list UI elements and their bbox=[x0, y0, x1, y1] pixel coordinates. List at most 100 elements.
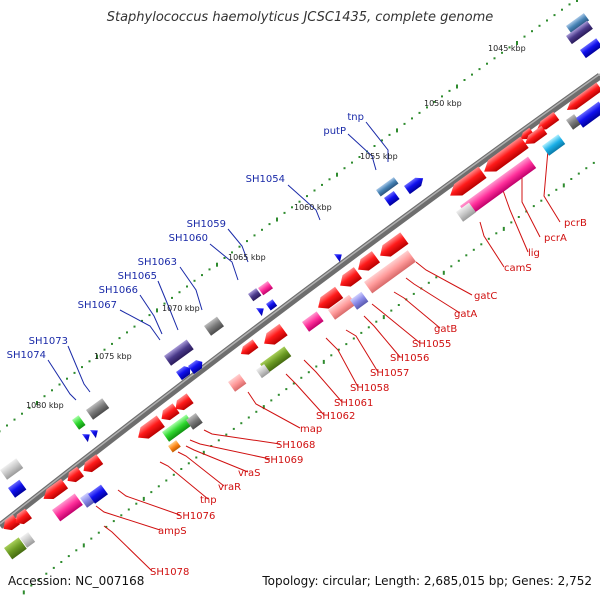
tick-mark bbox=[262, 405, 265, 410]
gene-labels-minus: pcrB pcrA lig camS gatC gatA gatB SH1055… bbox=[150, 218, 587, 578]
gene-label-gatC: gatC bbox=[474, 291, 497, 302]
tick-mark bbox=[60, 561, 63, 563]
tick-mark bbox=[532, 205, 535, 208]
tick-mark bbox=[553, 14, 556, 17]
gene-label-putP: putP bbox=[323, 126, 346, 137]
tick-mark bbox=[442, 270, 445, 275]
tick-mark bbox=[21, 412, 23, 415]
tick-mark bbox=[307, 371, 310, 374]
tick-mark bbox=[531, 30, 533, 33]
tick-mark bbox=[28, 406, 31, 409]
tick-mark bbox=[133, 325, 136, 328]
kbp-label: 1050 kbp bbox=[424, 99, 462, 108]
tick-mark bbox=[37, 578, 40, 581]
tick-mark bbox=[45, 572, 48, 575]
tick-mark bbox=[568, 3, 571, 6]
tick-mark bbox=[201, 274, 203, 277]
tick-mark bbox=[268, 223, 271, 226]
tick-mark bbox=[427, 281, 430, 284]
kbp-label: 1045 kbp bbox=[488, 44, 526, 53]
tick-mark bbox=[516, 41, 518, 45]
tick-mark bbox=[465, 254, 468, 257]
gene-label-pcrA: pcrA bbox=[544, 233, 567, 244]
tick-mark bbox=[105, 525, 108, 528]
tick-mark bbox=[88, 360, 91, 363]
tick-mark bbox=[52, 566, 55, 569]
tick-mark bbox=[22, 590, 25, 595]
topology-summary: Topology: circular; Length: 2,685,015 bp… bbox=[262, 574, 592, 588]
tick-mark bbox=[193, 279, 196, 282]
gene-label-gatB: gatB bbox=[434, 324, 457, 335]
tick-mark bbox=[517, 216, 520, 218]
tick-mark bbox=[351, 161, 353, 164]
tick-mark bbox=[291, 206, 293, 209]
gene-label-vraR: vraR bbox=[218, 482, 241, 493]
tick-mark bbox=[487, 237, 490, 240]
gene-label-lig: lig bbox=[528, 248, 540, 259]
tick-mark bbox=[313, 189, 316, 192]
gene-label-sh1066: SH1066 bbox=[99, 285, 138, 296]
tick-mark bbox=[300, 376, 303, 379]
tick-mark bbox=[285, 388, 288, 391]
tick-mark bbox=[246, 240, 248, 243]
gene-label-sh1061: SH1061 bbox=[334, 398, 373, 409]
tick-mark bbox=[508, 46, 511, 49]
tick-mark bbox=[321, 183, 323, 186]
tick-mark bbox=[585, 167, 588, 170]
tick-mark bbox=[328, 178, 331, 181]
kbp-label: 1060 kbp bbox=[294, 203, 332, 212]
tick-mark bbox=[225, 433, 228, 436]
tick-mark bbox=[463, 79, 466, 81]
tick-mark bbox=[111, 342, 113, 345]
tick-mark bbox=[480, 243, 483, 246]
leader-lines-minus bbox=[95, 149, 561, 572]
tick-mark bbox=[373, 145, 376, 147]
tick-mark bbox=[13, 418, 16, 421]
tick-mark bbox=[270, 399, 273, 402]
tick-mark bbox=[208, 268, 211, 271]
gene-label-sh1076: SH1076 bbox=[176, 511, 215, 522]
accession-text: Accession: NC_007168 bbox=[8, 574, 145, 588]
gene-label-sh1056: SH1056 bbox=[390, 353, 429, 364]
tick-mark bbox=[546, 19, 548, 22]
tick-mark bbox=[426, 106, 428, 109]
tick-mark bbox=[450, 265, 453, 268]
gene-label-pcrB: pcrB bbox=[564, 218, 587, 229]
tick-mark bbox=[150, 491, 153, 494]
tick-mark bbox=[90, 537, 93, 540]
tick-mark bbox=[30, 584, 33, 587]
gene-label-sh1057: SH1057 bbox=[370, 368, 409, 379]
tick-mark bbox=[195, 456, 198, 459]
features-minus-strand bbox=[3, 82, 600, 560]
tick-mark bbox=[448, 89, 451, 92]
tick-mark bbox=[561, 8, 563, 11]
tick-mark bbox=[103, 348, 106, 351]
tick-mark bbox=[411, 117, 413, 120]
gene-label-sh1060: SH1060 bbox=[169, 233, 208, 244]
tick-mark bbox=[163, 302, 166, 305]
tick-mark bbox=[397, 304, 400, 306]
gene-label-ampS: ampS bbox=[158, 526, 187, 537]
tick-mark bbox=[337, 348, 340, 351]
gene-label-gatA: gatA bbox=[454, 309, 477, 320]
tick-mark bbox=[570, 178, 573, 180]
tick-mark bbox=[73, 371, 76, 374]
kbp-labels: 1045 kbp 1050 kbp 1055 kbp 1060 kbp 1065… bbox=[26, 44, 526, 410]
tick-mark bbox=[96, 354, 98, 359]
tick-mark bbox=[538, 24, 541, 27]
tick-mark bbox=[51, 389, 53, 392]
gene-label-sh1058: SH1058 bbox=[350, 383, 389, 394]
tick-mark bbox=[547, 194, 550, 197]
tick-mark bbox=[388, 133, 391, 136]
tick-mark bbox=[178, 291, 181, 294]
tick-mark bbox=[156, 308, 158, 313]
tick-mark bbox=[396, 128, 398, 133]
tick-mark bbox=[141, 319, 143, 322]
tick-mark bbox=[43, 395, 46, 398]
tick-mark bbox=[36, 401, 38, 405]
tick-mark bbox=[495, 232, 498, 235]
tick-mark bbox=[510, 221, 513, 224]
tick-mark bbox=[58, 383, 61, 386]
tick-mark bbox=[471, 73, 473, 76]
kbp-label: 1075 kbp bbox=[94, 352, 132, 361]
